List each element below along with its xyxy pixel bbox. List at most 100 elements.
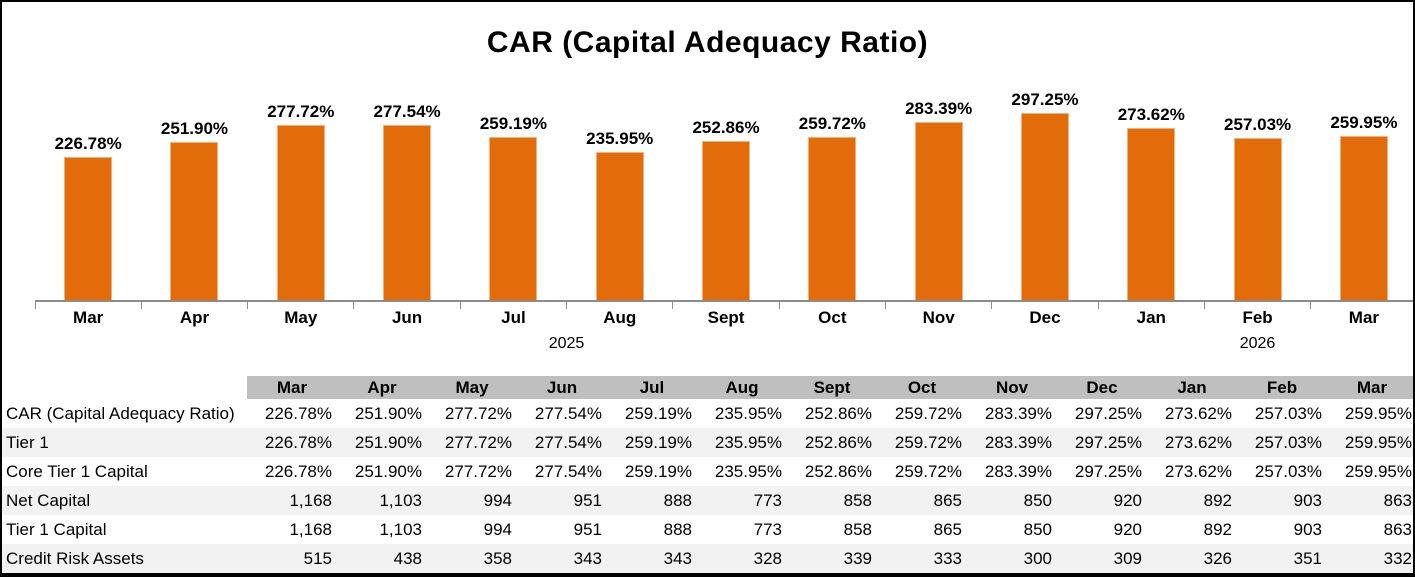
bar-group: 259.95%	[1311, 62, 1413, 300]
value-cell: 1,103	[337, 486, 427, 515]
value-cell: 892	[1203, 519, 1232, 539]
month-label: Mar	[73, 308, 104, 327]
axis-tick	[1097, 300, 1099, 309]
axis-tick	[1310, 300, 1312, 309]
value-cell: 277.54%	[534, 403, 602, 423]
row-label-cell: Core Tier 1 Capital	[6, 461, 148, 481]
table-header-cell: Jan	[1147, 376, 1237, 399]
table-row: Tier 1 226.78% 251.90% 277.72% 277.54% 259.19…	[2, 428, 1413, 457]
table-header-cell: Jul	[607, 376, 697, 399]
bar-value-label: 252.86%	[692, 117, 760, 137]
value-cell: 259.95%	[1344, 403, 1412, 423]
month-label: Feb	[1242, 308, 1273, 327]
table-header-cell: Oct	[877, 376, 967, 399]
value-cell: 863	[1383, 519, 1412, 539]
data-table: Mar Apr May Jun Jul Aug Sept Oct Nov Dec Jan Feb Mar…	[2, 376, 1413, 573]
bar-value-label: 226.78%	[54, 134, 122, 154]
value-cell: 283.39%	[984, 461, 1052, 481]
value-cell: 297.25%	[1074, 461, 1142, 481]
bar	[170, 141, 219, 300]
plot-area: 226.78% 251.90% 277.72% 277.54% 259.19% 235.9…	[35, 62, 1413, 300]
value-cell: 273.62%	[1164, 461, 1232, 481]
value-cell: 257.03%	[1237, 428, 1327, 457]
bar	[383, 125, 432, 300]
value-cell: 277.54%	[534, 461, 602, 481]
month-label: Jul	[501, 308, 526, 327]
bar-group: 257.03%	[1204, 62, 1310, 300]
month-label: May	[284, 308, 318, 327]
bar	[1339, 136, 1388, 300]
value-cell: 226.78%	[247, 428, 337, 457]
table-header-cell: Nov	[967, 376, 1057, 399]
bar-value-label: 257.03%	[1224, 115, 1292, 135]
bar-value-label: 273.62%	[1117, 104, 1185, 124]
value-cell: 888	[663, 519, 692, 539]
value-cell: 283.39%	[967, 428, 1057, 457]
value-cell: 252.86%	[804, 403, 872, 423]
value-cell: 309	[1057, 544, 1147, 573]
value-cell: 332	[1327, 544, 1413, 573]
table-corner-cell	[2, 376, 247, 399]
axis-tick	[247, 300, 249, 309]
bar-group: 277.72%	[248, 62, 354, 300]
table-header-cell: Mar	[247, 376, 337, 399]
value-cell: 333	[877, 544, 967, 573]
value-cell: 251.90%	[354, 461, 422, 481]
axis-tick	[672, 300, 674, 309]
bar-group: 259.72%	[779, 62, 885, 300]
value-cell: 277.72%	[444, 461, 512, 481]
bar	[64, 157, 113, 300]
table-header-cell: Dec	[1057, 376, 1147, 399]
value-cell: 283.39%	[984, 403, 1052, 423]
bar-value-label: 297.25%	[1011, 90, 1079, 109]
value-cell: 773	[697, 486, 787, 515]
axis-tick	[566, 300, 568, 309]
axis-tick	[34, 300, 36, 309]
value-cell: 920	[1057, 486, 1147, 515]
value-cell: 1,168	[247, 486, 337, 515]
bar-group: 277.54%	[354, 62, 460, 300]
chart-title: CAR (Capital Adequacy Ratio)	[486, 26, 929, 59]
value-cell: 1,103	[379, 519, 422, 539]
value-cell: 920	[1113, 519, 1142, 539]
bar	[595, 151, 644, 300]
value-cell: 850	[1023, 519, 1052, 539]
axis-tick	[140, 300, 142, 309]
bar-group: 283.39%	[886, 62, 992, 300]
value-cell: 257.03%	[1254, 403, 1322, 423]
value-cell: 1,168	[289, 519, 332, 539]
value-cell: 259.72%	[894, 403, 962, 423]
bar-group: 259.19%	[460, 62, 566, 300]
table-header-row: Mar Apr May Jun Jul Aug Sept Oct Nov Dec Jan Feb Mar	[2, 376, 1413, 399]
value-cell: 277.72%	[427, 428, 517, 457]
value-cell: 297.25%	[1057, 428, 1147, 457]
bar-group: 251.90%	[141, 62, 247, 300]
month-label: Dec	[1029, 308, 1061, 327]
month-label: Apr	[179, 308, 210, 327]
value-cell: 892	[1147, 486, 1237, 515]
month-label: Nov	[922, 308, 955, 327]
row-label-cell: Net Capital	[2, 486, 247, 515]
value-cell: 865	[877, 486, 967, 515]
bar-value-label: 259.72%	[798, 113, 866, 133]
table-row: Credit Risk Assets 515 438 358 343 343 328 339 3…	[2, 544, 1413, 573]
table-header-cell: Sept	[787, 376, 877, 399]
year-label: 2026	[1239, 335, 1276, 352]
value-cell: 888	[607, 486, 697, 515]
bar-value-label: 277.72%	[267, 102, 335, 122]
value-cell: 858	[843, 519, 872, 539]
bar-value-label: 235.95%	[586, 128, 654, 148]
month-label: Jan	[1136, 308, 1166, 327]
bar	[1127, 127, 1176, 300]
month-label: Aug	[603, 308, 637, 327]
bar-value-label: 259.95%	[1330, 113, 1398, 133]
bar	[1233, 138, 1282, 300]
bar	[702, 140, 751, 300]
value-cell: 251.90%	[354, 403, 422, 423]
value-cell: 326	[1147, 544, 1237, 573]
value-cell: 277.72%	[444, 403, 512, 423]
value-cell: 773	[753, 519, 782, 539]
value-cell: 358	[427, 544, 517, 573]
value-cell: 226.78%	[264, 461, 332, 481]
